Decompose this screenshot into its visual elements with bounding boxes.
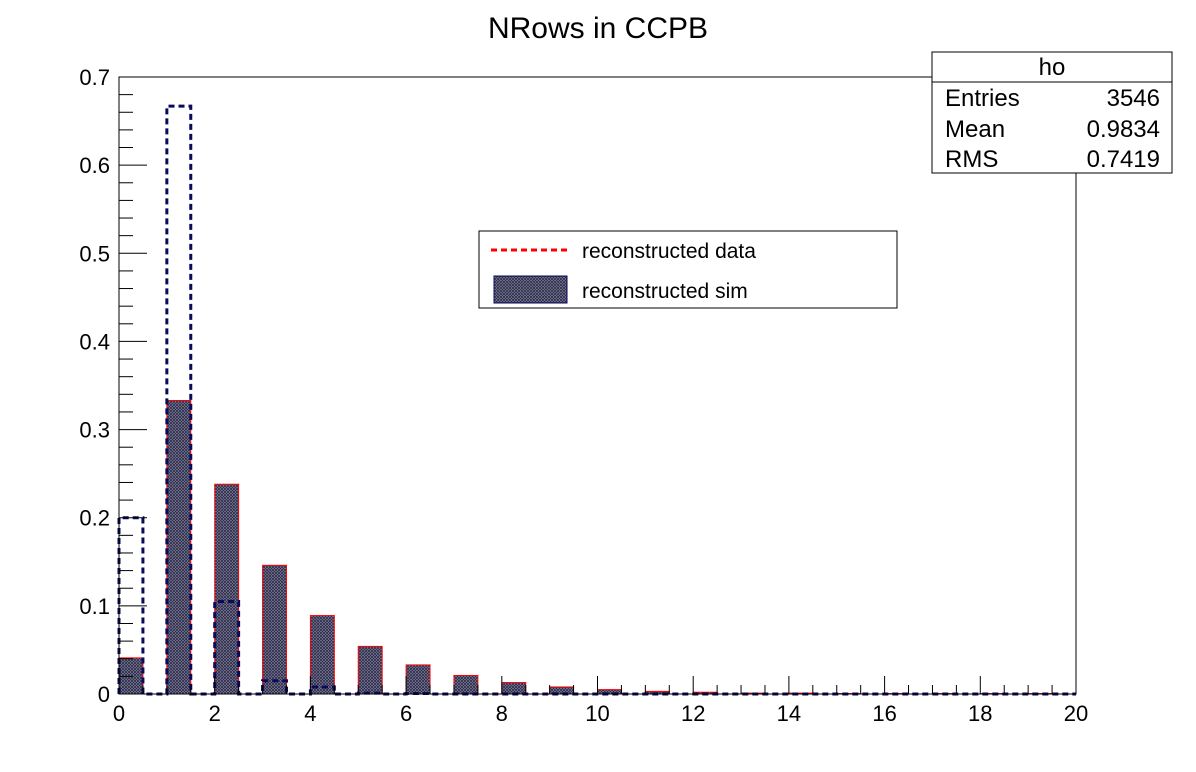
- x-tick-label: 14: [777, 701, 801, 726]
- stats-mean-value: 0.9834: [1087, 116, 1160, 143]
- stats-rms-value: 0.7419: [1087, 146, 1160, 173]
- y-tick-label: 0.6: [79, 153, 110, 178]
- stats-entries-label: Entries: [945, 85, 1020, 112]
- stats-title: ho: [1039, 54, 1066, 81]
- stats-box: ho Entries 3546 Mean 0.9834 RMS 0.7419: [931, 51, 1173, 174]
- x-tick-label: 10: [585, 701, 609, 726]
- legend-sim-swatch: [493, 275, 568, 304]
- x-tick-label: 16: [872, 701, 896, 726]
- plot-frame: [118, 76, 1077, 695]
- y-tick-label: 0.1: [79, 594, 110, 619]
- sim-bar: [453, 674, 479, 695]
- y-tick-label: 0.7: [79, 65, 110, 90]
- x-tick-label: 18: [968, 701, 992, 726]
- x-tick-label: 6: [400, 701, 412, 726]
- chart-title: NRows in CCPB: [488, 12, 708, 45]
- x-tick-label: 8: [496, 701, 508, 726]
- x-tick-label: 0: [113, 701, 125, 726]
- sim-bar: [501, 682, 527, 695]
- y-tick-label: 0.2: [79, 506, 110, 531]
- x-tick-label: 20: [1064, 701, 1088, 726]
- sim-bar: [262, 564, 287, 695]
- sim-bar: [309, 615, 335, 695]
- stats-mean-label: Mean: [945, 116, 1005, 143]
- stats-box-frame: [931, 51, 1173, 174]
- sim-bar: [166, 399, 192, 695]
- stats-entries-value: 3546: [1107, 85, 1160, 112]
- y-tick-label: 0: [98, 682, 110, 707]
- y-tick-label: 0.3: [79, 418, 110, 443]
- legend-label-sim: reconstructed sim: [582, 280, 748, 303]
- legend: reconstructed data reconstructed sim: [478, 230, 898, 309]
- x-tick-label: 2: [209, 701, 221, 726]
- y-tick-label: 0.5: [79, 241, 110, 266]
- sim-series: [118, 399, 1053, 695]
- x-tick-label: 12: [681, 701, 705, 726]
- y-tick-label: 0.4: [79, 329, 110, 354]
- sim-bar: [357, 645, 383, 695]
- sim-bar: [405, 664, 431, 695]
- legend-label-data: reconstructed data: [582, 240, 756, 263]
- sim-bar: [214, 483, 240, 695]
- axes: 0 2 4 6 8 10 12 14 16 18 20 0 0.1 0.2 0.3 0.4 0.5 0.6 0.7: [79, 65, 1088, 726]
- x-tick-label: 4: [304, 701, 316, 726]
- stats-rms-label: RMS: [945, 146, 998, 173]
